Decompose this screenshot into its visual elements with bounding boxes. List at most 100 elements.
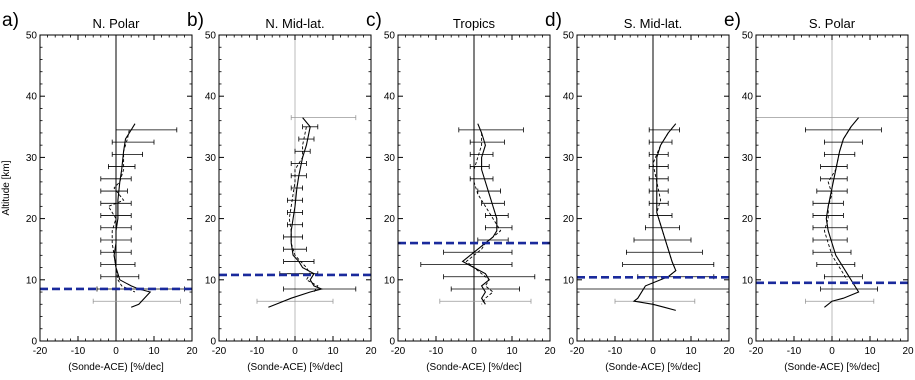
x-tick-label: 20 [723, 346, 735, 357]
y-tick-label: 50 [26, 31, 38, 42]
x-tick-label: -20 [570, 346, 585, 357]
error-bar [622, 262, 715, 267]
x-tick-label: -20 [212, 346, 227, 357]
error-bar [92, 298, 182, 304]
panel-letter: b) [187, 10, 204, 31]
error-bar [648, 127, 680, 133]
y-tick-label: 50 [742, 31, 754, 42]
error-bar [286, 209, 304, 215]
y-axis-label: Altitude [km] [1, 160, 12, 215]
error-bar [100, 249, 132, 255]
y-tick-label: 10 [384, 275, 396, 286]
solid-profile-line [824, 117, 860, 308]
dashed-profile-line [288, 126, 319, 293]
dashed-profile-line [465, 132, 502, 305]
error-bar [820, 286, 878, 292]
x-tick-label: -20 [749, 346, 764, 357]
error-bar [469, 164, 490, 170]
solid-profile-line [268, 117, 324, 308]
error-bar [805, 298, 875, 304]
panel-title: N. Mid-lat. [265, 16, 324, 31]
x-axis-label: (Sonde-ACE) [%/dec] [605, 362, 701, 373]
error-bar [648, 164, 669, 170]
error-bar [481, 200, 505, 206]
error-bar [286, 197, 304, 203]
x-tick-label: -20 [33, 346, 48, 357]
solid-profile-line [632, 123, 677, 311]
x-tick-label: 20 [365, 346, 377, 357]
error-bar [816, 188, 848, 194]
panel-title: S. Polar [809, 16, 856, 31]
y-tick-label: 0 [31, 337, 37, 348]
y-tick-label: 0 [568, 337, 574, 348]
panel-title: Tropics [453, 16, 496, 31]
y-tick-label: 30 [563, 153, 575, 164]
x-tick-label: 20 [902, 346, 914, 357]
y-tick-label: 0 [389, 337, 395, 348]
x-tick-label: 20 [186, 346, 198, 357]
x-tick-label: 10 [864, 346, 876, 357]
y-tick-label: 10 [26, 275, 38, 286]
y-tick-label: 50 [563, 31, 575, 42]
error-bar [443, 274, 536, 280]
error-bar [100, 188, 128, 194]
y-tick-label: 50 [205, 31, 217, 42]
y-tick-label: 30 [384, 153, 396, 164]
x-tick-label: 10 [685, 346, 697, 357]
panel-4: -20 -10 0 10 20 0 10 20 30 40 50d) S. Mid-lat. (Sond… [545, 10, 735, 373]
y-tick-label: 20 [742, 214, 754, 225]
y-tick-label: 40 [742, 92, 754, 103]
x-tick-label: -10 [250, 346, 265, 357]
error-bar [298, 136, 315, 142]
x-tick-label: 10 [148, 346, 160, 357]
error-bar [294, 148, 311, 154]
panel-5: -20 -10 0 10 20 0 10 20 30 40 50e) S. Polar (Sonde-A… [724, 10, 914, 373]
x-tick-label: 0 [113, 346, 119, 357]
error-bar [648, 151, 669, 157]
error-bar [420, 262, 513, 267]
y-tick-label: 20 [205, 214, 217, 225]
error-bar [824, 274, 863, 280]
panel-title: S. Mid-lat. [624, 16, 683, 31]
error-bar [812, 237, 848, 243]
x-axis-label: (Sonde-ACE) [%/dec] [784, 362, 880, 373]
x-tick-label: 0 [829, 346, 835, 357]
y-tick-label: 0 [747, 337, 753, 348]
x-tick-label: 10 [327, 346, 339, 357]
error-bar [469, 139, 505, 145]
x-tick-label: 0 [292, 346, 298, 357]
x-tick-label: 20 [544, 346, 556, 357]
error-bar [756, 115, 908, 121]
error-bar [633, 237, 692, 243]
y-tick-label: 10 [742, 275, 754, 286]
error-bar [805, 127, 882, 133]
x-tick-label: 0 [650, 346, 656, 357]
y-tick-label: 30 [742, 153, 754, 164]
x-tick-label: -10 [787, 346, 802, 357]
error-bar [820, 164, 848, 170]
error-bar [824, 139, 863, 145]
panel-letter: a) [2, 10, 19, 31]
error-bar [290, 161, 307, 167]
error-bar [614, 298, 696, 304]
x-tick-label: 10 [506, 346, 518, 357]
y-tick-label: 20 [384, 214, 396, 225]
y-tick-label: 20 [26, 214, 38, 225]
y-tick-label: 40 [205, 92, 217, 103]
error-bar [111, 151, 144, 157]
data-layer [756, 115, 908, 308]
error-bar [816, 262, 856, 267]
error-bar [469, 151, 494, 157]
error-bar [648, 139, 673, 145]
error-bar [824, 151, 856, 157]
y-tick-label: 40 [384, 92, 396, 103]
y-tick-label: 30 [205, 153, 217, 164]
error-bar [111, 139, 155, 145]
error-bar [645, 225, 680, 231]
error-bar [100, 176, 132, 182]
x-tick-label: -10 [429, 346, 444, 357]
panel-3: -20 -10 0 10 20 0 10 20 30 40 50c) Tropics (Sonde-AC… [366, 10, 556, 373]
error-bar [812, 200, 844, 206]
